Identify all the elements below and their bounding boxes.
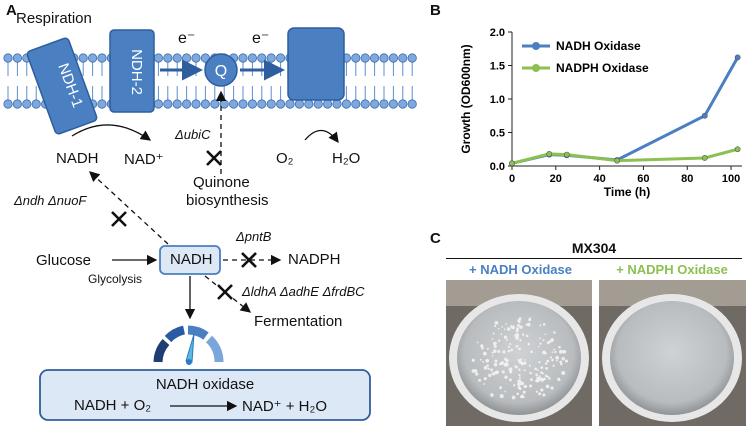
x-tick-label: 80 bbox=[681, 173, 693, 185]
pntb-block-x bbox=[241, 252, 257, 268]
nadph-label: NADPH bbox=[288, 251, 341, 268]
pntb-label: ΔpntB bbox=[236, 229, 272, 244]
data-point bbox=[734, 54, 741, 61]
ndh1-complex bbox=[26, 37, 98, 135]
pathway-diagram: NDH-1 NDH-2 Q bbox=[3, 27, 417, 421]
data-point bbox=[509, 160, 515, 167]
terminal-oxidase bbox=[287, 27, 345, 101]
nadh-oxidase-box bbox=[39, 369, 371, 421]
fermentation-block-x bbox=[217, 284, 233, 300]
glucose-label: Glucose bbox=[36, 252, 92, 269]
legend-label: NADH Oxidase bbox=[556, 39, 641, 53]
quinone-bio-line2: biosynthesis bbox=[186, 192, 269, 209]
ndh2-label: NDH-2 bbox=[128, 49, 145, 95]
colonies bbox=[471, 317, 569, 400]
left-plate-agar bbox=[457, 301, 581, 415]
strain-label: MX304 bbox=[571, 240, 617, 256]
x-tick-label: 20 bbox=[550, 173, 562, 185]
oxidase-title: NADH oxidase bbox=[155, 376, 255, 393]
glycolysis-label: Glycolysis bbox=[88, 272, 143, 286]
data-point bbox=[563, 151, 570, 158]
data-point bbox=[734, 146, 741, 153]
right-plate-label: + NADPH Oxidase bbox=[616, 262, 728, 277]
quinone-label: Q bbox=[215, 63, 227, 80]
oxygen-curved-arrow bbox=[304, 129, 339, 144]
panel-letter-a: A bbox=[6, 2, 17, 19]
nadh-center-label: NADH bbox=[170, 251, 213, 268]
right-plate-agar bbox=[610, 301, 734, 415]
legend-label: NADPH Oxidase bbox=[556, 61, 649, 75]
y-axis-label: Growth (OD600nm) bbox=[459, 44, 473, 153]
electron-label-2: e⁻ bbox=[252, 30, 270, 47]
ubic-label: ΔubiC bbox=[175, 127, 211, 142]
panel-letter-b: B bbox=[430, 2, 441, 19]
growth-chart: 0 20 40 60 80 100 0.0 0.5 1.0 1.5 2.0 Time (h) Growt… bbox=[459, 27, 742, 199]
y-tick-label: 0.0 bbox=[490, 161, 505, 173]
respiration-label: Respiration bbox=[16, 10, 92, 27]
x-tick-label: 0 bbox=[509, 173, 515, 185]
quinone-bio-line1: Quinone bbox=[193, 174, 250, 191]
gauge-icon bbox=[153, 325, 224, 365]
data-point bbox=[701, 112, 708, 119]
nad-top-label: NAD⁺ bbox=[124, 151, 164, 168]
plates-photo bbox=[446, 280, 746, 426]
strain-divider bbox=[446, 258, 742, 259]
y-tick-label: 1.0 bbox=[490, 94, 505, 106]
y-tick-label: 1.5 bbox=[490, 61, 505, 73]
fermentation-label: Fermentation bbox=[254, 313, 343, 330]
x-axis-label: Time (h) bbox=[604, 185, 650, 199]
y-tick-label: 0.5 bbox=[490, 128, 505, 140]
y-tick-label: 2.0 bbox=[490, 27, 505, 39]
nadh-top-label: NADH bbox=[56, 150, 99, 167]
ndh2-complex bbox=[109, 29, 155, 113]
electron-label-1: e⁻ bbox=[178, 30, 196, 47]
data-point bbox=[701, 155, 708, 161]
quinone-circle bbox=[204, 53, 238, 87]
x-tick-label: 40 bbox=[593, 173, 605, 185]
left-plate-label: + NADH Oxidase bbox=[469, 262, 572, 277]
reaction-left: NADH + O₂ bbox=[74, 397, 152, 414]
ubic-block-x bbox=[206, 150, 222, 166]
o2-label: O₂ bbox=[276, 150, 294, 167]
nadh-box bbox=[159, 245, 221, 275]
reaction-right: NAD⁺ + H₂O bbox=[242, 398, 328, 415]
data-point bbox=[614, 157, 621, 164]
ndh-block-x bbox=[111, 211, 127, 227]
ndh-nuof-label: Δndh ΔnuoF bbox=[14, 193, 87, 208]
fermentation-genes-label: ΔldhA ΔadhE ΔfrdBC bbox=[242, 284, 365, 299]
ndh-dashed-arrow bbox=[89, 171, 169, 245]
x-tick-label: 60 bbox=[637, 173, 649, 185]
data-point bbox=[546, 151, 553, 157]
x-tick-label: 100 bbox=[722, 173, 740, 185]
panel-letter-c: C bbox=[430, 230, 441, 247]
series-line-1 bbox=[511, 147, 739, 165]
ndh-curved-arrow bbox=[71, 124, 152, 141]
h2o-label: H₂O bbox=[332, 150, 361, 167]
